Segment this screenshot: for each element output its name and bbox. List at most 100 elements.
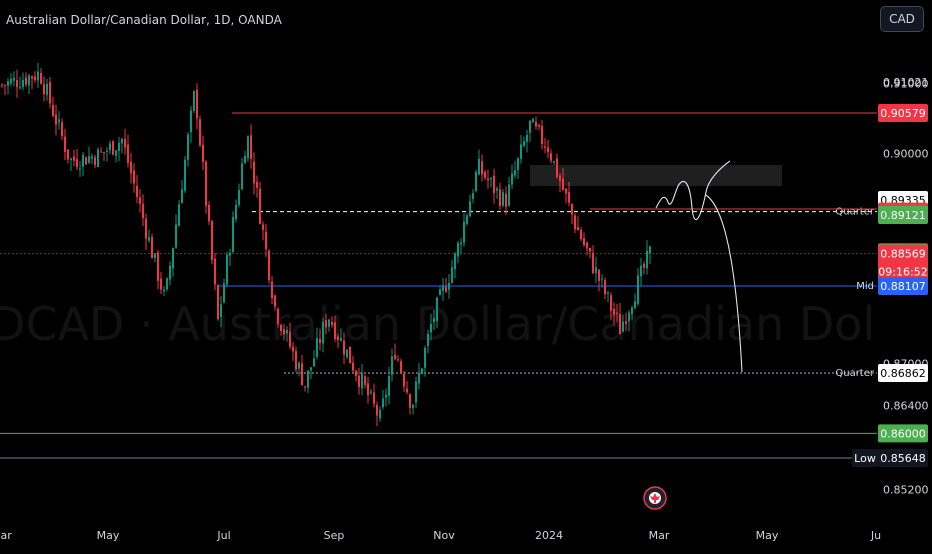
candle (319, 328, 321, 351)
candle (34, 71, 36, 83)
candle (349, 346, 351, 364)
candle-body (589, 247, 591, 252)
candle (88, 146, 90, 165)
price-badge-text: 0.88107 (880, 280, 926, 293)
candle (112, 140, 114, 156)
candle-body (154, 253, 156, 259)
candle (475, 169, 477, 193)
candle-body (598, 269, 600, 281)
candle (67, 149, 69, 164)
candle-body (475, 172, 477, 191)
price-badge-text: 0.89121 (880, 209, 926, 222)
candle (235, 199, 237, 223)
candle-body (613, 308, 615, 315)
candle (211, 219, 213, 265)
candle-body (331, 321, 333, 326)
candle (583, 232, 585, 248)
candle (436, 296, 438, 329)
candle (340, 328, 342, 342)
candle-body (514, 170, 516, 176)
candle (43, 76, 45, 102)
price-axis[interactable]: 0.910210.910000.900000.870000.864000.852… (852, 0, 932, 520)
candle-body (163, 289, 165, 292)
candle-body (289, 331, 291, 347)
candle-body (172, 248, 174, 269)
candle (82, 152, 84, 176)
candle-body (292, 347, 294, 352)
candle (334, 315, 336, 342)
countdown-text: 09:16:52 (878, 266, 927, 279)
candle (106, 147, 108, 162)
candle-body (88, 156, 90, 163)
candle-body (385, 394, 387, 398)
candle (376, 401, 378, 426)
candle-body (280, 324, 282, 331)
candle (415, 376, 417, 408)
candle (541, 119, 543, 150)
candle-body (10, 78, 12, 84)
candle-body (499, 189, 501, 206)
candle (118, 136, 120, 162)
time-tick-label: 2024 (535, 529, 563, 542)
candle (70, 157, 72, 171)
candle-body (649, 246, 651, 254)
candle (139, 189, 141, 213)
candle-body (583, 238, 585, 245)
price-badge-bg (878, 276, 928, 295)
candle-body (319, 338, 321, 343)
candle-body (286, 330, 288, 334)
candle-body (118, 142, 120, 151)
candle-body (7, 81, 9, 86)
candle-body (382, 398, 384, 408)
candle (208, 201, 210, 226)
candle-body (13, 77, 15, 81)
candle-body (91, 156, 93, 159)
candle (397, 355, 399, 362)
flag-icon[interactable] (643, 486, 667, 510)
candle-body (52, 104, 54, 116)
candle (526, 129, 528, 153)
candle (190, 106, 192, 143)
candle-body (481, 161, 483, 175)
candle-body (31, 76, 33, 79)
time-tick-label: May (97, 529, 120, 542)
candle (589, 247, 591, 259)
candle-body (34, 76, 36, 81)
candle (205, 160, 207, 214)
candle-body (343, 340, 345, 355)
candle-body (379, 409, 381, 419)
candle (178, 200, 180, 227)
candle-body (265, 231, 267, 250)
candle-body (313, 358, 315, 367)
candle (73, 149, 75, 166)
candle-body (112, 141, 114, 155)
candle (472, 189, 474, 204)
candle-body (565, 188, 567, 194)
candle (271, 275, 273, 304)
candle (145, 213, 147, 250)
candle-body (58, 119, 60, 123)
candle-body (553, 161, 555, 163)
candle (631, 305, 633, 320)
candle-body (160, 278, 162, 290)
price-tick-label: 0.86400 (883, 399, 929, 412)
candle-body (469, 201, 471, 217)
candle (286, 326, 288, 342)
level-label-1: Quarter (835, 207, 875, 218)
candle (385, 388, 387, 407)
candle-body (628, 312, 630, 322)
candle-body (460, 242, 462, 245)
candle-body (85, 157, 87, 165)
candle (151, 233, 153, 259)
candle-body (193, 91, 195, 111)
currency-button[interactable]: CAD (880, 6, 924, 32)
candle (481, 154, 483, 182)
candle (268, 249, 270, 284)
candle (502, 189, 504, 208)
time-axis[interactable]: Mar May Jul Sep Nov 2024 Mar May Ju (0, 529, 881, 542)
candle-body (535, 121, 537, 127)
candle (7, 78, 9, 95)
projection-path (655, 160, 743, 373)
